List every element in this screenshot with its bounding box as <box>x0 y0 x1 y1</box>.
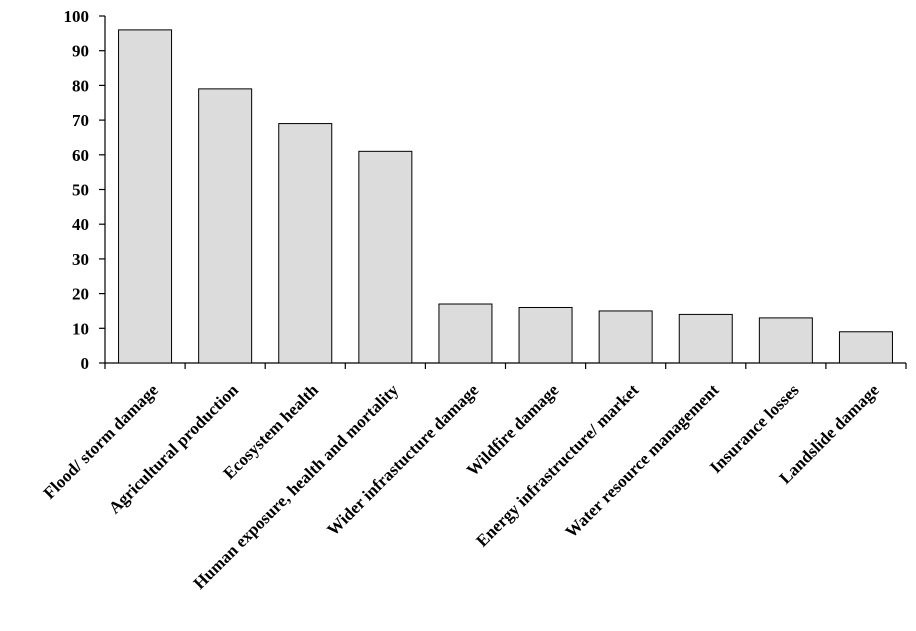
y-tick-label: 70 <box>72 111 89 130</box>
bar <box>758 317 813 364</box>
y-tick-label: 50 <box>72 181 89 200</box>
bar <box>198 88 253 364</box>
y-tick-label: 20 <box>72 285 89 304</box>
bar <box>518 306 573 364</box>
y-tick-label: 30 <box>72 250 89 269</box>
bar <box>678 313 733 364</box>
bars <box>118 29 893 364</box>
bar <box>278 123 333 364</box>
bar <box>598 310 653 364</box>
y-tick-label: 100 <box>64 7 90 26</box>
y-tick-label: 10 <box>72 319 89 338</box>
bar <box>438 303 493 364</box>
bar <box>118 29 173 364</box>
x-tick-label: Energy infrastructure/ market <box>472 380 642 550</box>
y-tick-label: 40 <box>72 215 89 234</box>
bar <box>838 331 893 364</box>
bar <box>358 150 413 364</box>
x-tick-label: Agricultural production <box>105 380 242 517</box>
y-tick-label: 80 <box>72 76 89 95</box>
x-tick-label: Water resource management <box>562 380 723 541</box>
y-tick-label: 0 <box>81 354 90 373</box>
y-axis: 0 10 20 30 40 50 60 70 80 90 100 <box>64 7 106 373</box>
y-tick-label: 90 <box>72 42 89 61</box>
x-axis <box>104 362 907 369</box>
x-tick-label: Wider infrastucture damage <box>323 380 482 539</box>
y-tick-label: 60 <box>72 146 89 165</box>
